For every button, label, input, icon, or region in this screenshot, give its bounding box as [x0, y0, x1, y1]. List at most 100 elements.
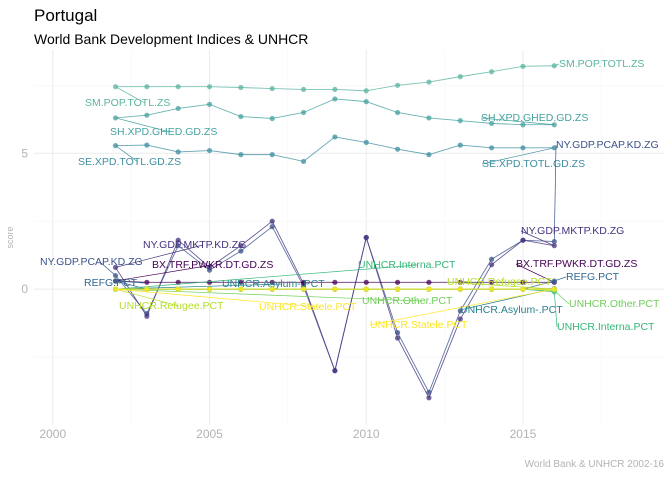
- data-point: [489, 279, 495, 285]
- data-point: [269, 286, 275, 292]
- label-leader-line: [115, 86, 146, 104]
- series-label-end: UNHCR.Other.PCT: [569, 298, 660, 310]
- data-point: [269, 279, 275, 285]
- label-leader-line: [115, 264, 213, 282]
- data-point: [520, 145, 526, 151]
- data-point: [175, 149, 181, 155]
- label-leader-line: [115, 117, 171, 133]
- data-point: [489, 256, 495, 262]
- data-point: [300, 279, 307, 285]
- data-point: [363, 279, 369, 285]
- label-leader-line: [115, 264, 419, 290]
- data-point: [238, 113, 244, 120]
- data-point: [457, 142, 463, 148]
- y-tick-label: 0: [21, 282, 28, 296]
- data-point: [426, 286, 432, 292]
- data-point: [144, 84, 150, 90]
- label-leader-line: [115, 283, 283, 290]
- label-leader-line: [480, 117, 555, 126]
- label-leader-line: [553, 144, 557, 242]
- data-point: [175, 237, 181, 243]
- series-label-end: REFG.PCT: [566, 271, 620, 283]
- chart-caption: World Bank & UNHCR 2002-16: [524, 459, 664, 470]
- data-point: [112, 143, 119, 149]
- data-point: [206, 279, 213, 285]
- data-point: [457, 74, 463, 80]
- data-point: [300, 109, 307, 116]
- data-point: [332, 286, 338, 292]
- data-point: [489, 262, 495, 268]
- data-point: [175, 279, 181, 285]
- data-point: [363, 139, 369, 145]
- data-point: [206, 286, 213, 292]
- data-point: [206, 101, 213, 107]
- data-point: [363, 234, 369, 241]
- data-point: [238, 84, 244, 91]
- data-point: [489, 286, 495, 292]
- data-point: [144, 313, 150, 319]
- series-label-start: SM.POP.TOTL.ZS: [85, 97, 170, 109]
- x-tick-label: 2000: [39, 427, 66, 441]
- label-leader-line: [115, 288, 320, 308]
- data-point: [206, 264, 213, 270]
- data-point: [520, 122, 526, 128]
- data-point: [394, 82, 401, 88]
- chart-subtitle: World Bank Development Indices & UNHCR: [34, 31, 309, 47]
- data-point: [238, 152, 244, 158]
- data-point: [269, 152, 275, 158]
- data-point: [175, 286, 181, 292]
- data-point: [457, 286, 463, 292]
- series-label-start: NY.GDP.PCAP.KD.ZG: [40, 256, 143, 268]
- series-label-start: UNHCR.Statele.PCT: [259, 301, 357, 313]
- series-label-end: SH.XPD.GHED.GD.ZS: [481, 112, 588, 124]
- data-point: [363, 88, 369, 94]
- series-label-start: REFG.PCT: [84, 277, 138, 289]
- series-label-start: NY.GDP.MKTP.KD.ZG: [143, 239, 246, 251]
- data-point: [394, 335, 401, 341]
- label-leader-line: [99, 261, 116, 276]
- data-point: [363, 99, 369, 105]
- series-label-start: SH.XPD.GHED.GD.ZS: [110, 126, 217, 138]
- data-point: [394, 279, 401, 285]
- data-point: [520, 237, 526, 243]
- label-leader-line: [554, 276, 567, 282]
- series-label-start: UNHCR.Asylum-.PCT: [222, 278, 325, 290]
- label-leader-line: [369, 288, 555, 326]
- label-leader-line: [554, 290, 570, 305]
- x-tick-label: 2005: [196, 427, 223, 441]
- data-point: [426, 279, 432, 285]
- data-point: [332, 368, 338, 374]
- data-point: [426, 152, 432, 158]
- data-point: [332, 134, 338, 140]
- data-point: [144, 286, 150, 292]
- series-unhcr-statele-pct: UNHCR.Statele.PCT UNHCR.Statele.PCT: [112, 286, 557, 331]
- data-point: [332, 279, 338, 285]
- label-leader-line: [554, 63, 560, 67]
- data-point: [520, 279, 526, 285]
- series-label-start: SE.XPD.TOTL.GD.ZS: [78, 156, 181, 168]
- data-point: [238, 243, 244, 249]
- data-point: [551, 243, 557, 249]
- series-label-end: UNHCR.Refugee.PCT: [447, 276, 552, 288]
- data-point: [551, 286, 557, 292]
- data-point: [551, 122, 557, 128]
- data-point: [457, 316, 463, 322]
- series-label-end: NY.GDP.PCAP.KD.ZG: [556, 139, 659, 151]
- data-point: [426, 395, 432, 401]
- label-leader-line: [515, 263, 555, 283]
- data-point: [457, 118, 463, 124]
- series-label-end: UNHCR.Asylum-.PCT: [460, 304, 563, 316]
- series-label-end: UNHCR.Statele.PCT: [370, 319, 468, 331]
- label-leader-line: [481, 147, 555, 165]
- data-point: [238, 279, 244, 285]
- series-label-end: UNHCR.Interna.PCT: [557, 321, 655, 333]
- label-leader-line: [115, 244, 204, 268]
- data-point: [520, 286, 526, 292]
- data-point: [144, 279, 150, 285]
- data-point: [489, 145, 495, 151]
- series-sm-pop-totl-zs: SM.POP.TOTL.ZS SM.POP.TOTL.ZS: [85, 58, 644, 109]
- series-label-end: SE.XPD.TOTL.GD.ZS: [482, 158, 585, 170]
- data-point: [238, 286, 244, 292]
- data-point: [394, 109, 401, 116]
- data-point: [332, 86, 338, 93]
